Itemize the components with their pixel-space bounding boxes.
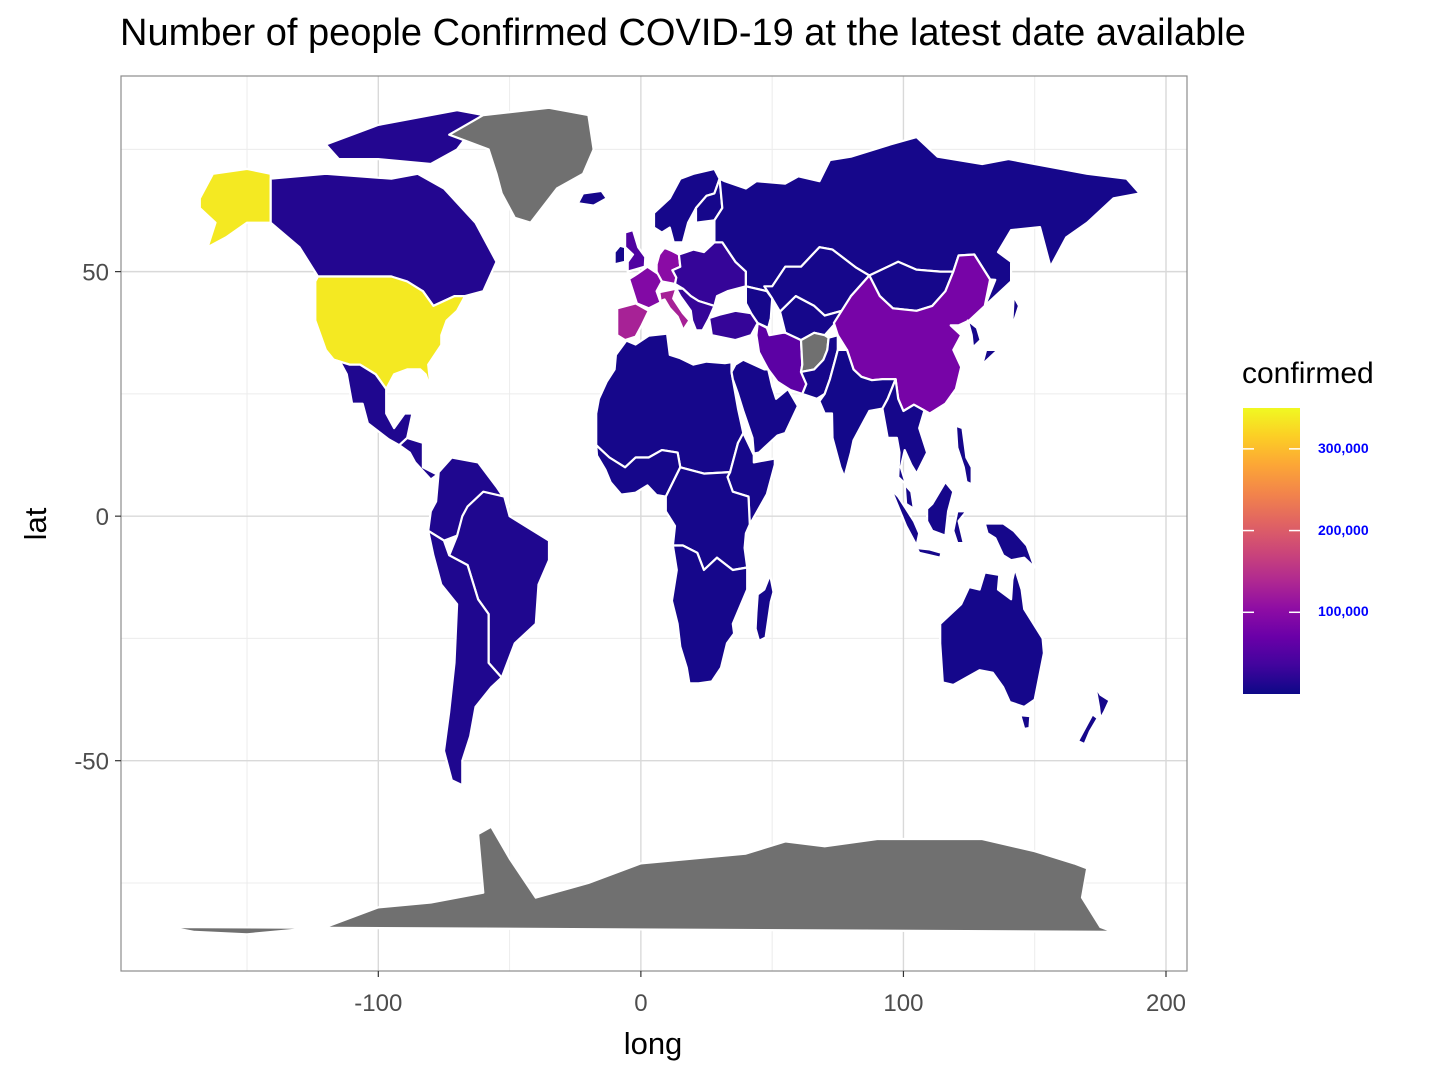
y-tick-label: -50 [74,749,109,776]
x-tick-label: 100 [883,990,923,1017]
legend-break-label: 100,000 [1318,603,1369,620]
region-sumatra [889,488,921,547]
region-korea [966,319,982,349]
region-balkans [675,287,716,332]
region-tasmania [1019,714,1032,731]
region-centralam [398,436,439,481]
region-philippines [954,424,973,486]
region-java [915,546,943,559]
x-tick-label: 200 [1146,990,1186,1017]
region-madagascar [754,573,775,643]
region-arabia [730,358,800,455]
y-axis-label: lat [18,507,53,540]
legend-title: confirmed [1242,357,1374,390]
region-newzealand [1076,713,1099,746]
region-ireland [613,244,627,266]
legend-break-label: 300,000 [1318,439,1369,456]
region-australia [939,567,1046,709]
region-alaska [198,167,272,249]
land-layer [167,106,1141,936]
x-axis-label: long [624,1026,683,1061]
region-spain [616,302,650,342]
region-japan [981,295,1021,366]
legend-break-label: 200,000 [1318,521,1369,538]
region-mexico [332,358,414,447]
region-sulawesi [952,510,968,545]
y-tick-label: 0 [96,504,109,531]
legend-colorbar [1243,408,1300,694]
region-iceland [576,189,608,207]
y-axis-ticks: -50 0 50 [74,260,121,776]
chart-title: Number of people Confirmed COVID-19 at t… [120,12,1246,54]
region-italy [658,287,691,332]
x-axis-ticks: -100 0 100 200 [354,971,1186,1017]
panel-border [120,75,1188,972]
region-newguinea [983,522,1036,569]
region-southam-w [427,529,503,787]
region-malaysia [903,483,916,510]
region-caspian-caucasus [744,285,774,329]
region-borneo [925,480,955,537]
region-greenland [448,106,595,224]
region-southafrica [670,544,749,685]
x-tick-label: 0 [634,990,647,1017]
x-tick-label: -100 [354,990,402,1017]
region-canada-islands [324,109,485,166]
y-tick-label: 50 [82,260,109,287]
region-newzealandn [1093,683,1111,720]
region-antarctica [167,825,1115,936]
region-france [627,265,664,310]
region-seasia [881,378,929,486]
region-uk [623,229,647,273]
region-turkey [707,309,759,342]
